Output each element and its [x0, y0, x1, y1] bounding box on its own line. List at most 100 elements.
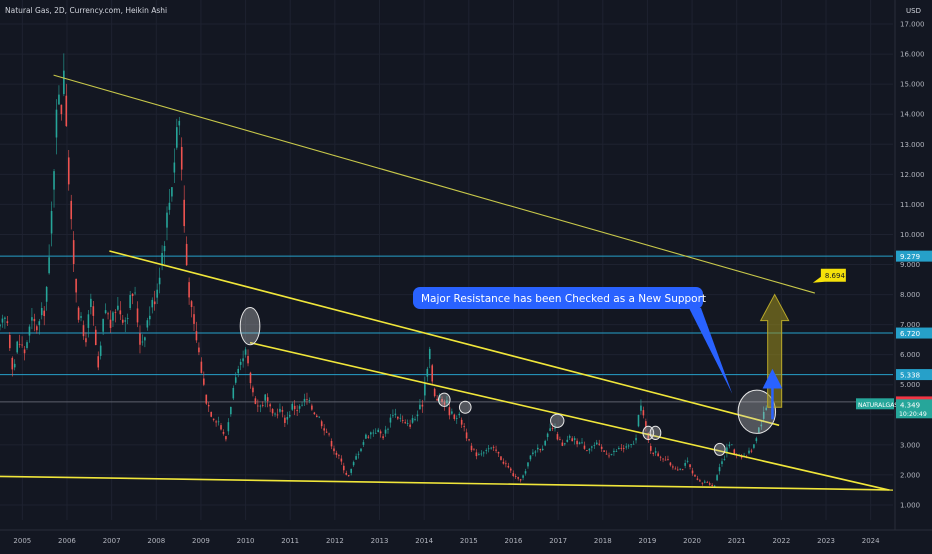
candle-body: [355, 456, 357, 460]
candle-body: [571, 438, 573, 442]
candle-body: [45, 286, 48, 302]
candle-body: [647, 433, 650, 441]
candle-body: [183, 199, 185, 227]
level-6720-badge-label: 6.720: [900, 330, 920, 338]
x-tick-label: 2006: [58, 537, 76, 545]
candle-body: [706, 481, 709, 483]
candle-body: [374, 432, 377, 434]
candle-body: [117, 305, 119, 310]
candle-body: [645, 421, 647, 427]
candle-body: [222, 431, 225, 434]
y-tick-label: 13.000: [900, 141, 925, 149]
candle-body: [171, 187, 173, 197]
candle-body: [126, 318, 129, 319]
bottom-support-line: [0, 475, 894, 491]
candle-body: [389, 417, 392, 423]
candle-body: [559, 439, 561, 441]
price-badge-value: 4.349: [900, 401, 920, 409]
target-label-badge: [812, 268, 846, 283]
candle-body: [215, 421, 217, 423]
candle-body: [372, 432, 375, 434]
candle-body: [38, 321, 41, 326]
candle-body: [669, 462, 672, 466]
candle-body: [379, 431, 382, 434]
candle-body: [502, 461, 505, 464]
y-tick-label: 8.000: [900, 291, 920, 299]
candle-body: [615, 451, 618, 452]
candle-body: [721, 461, 723, 464]
x-tick-label: 2023: [817, 537, 835, 545]
candle-body: [212, 418, 215, 420]
candle-body: [333, 448, 335, 452]
candle-body: [495, 449, 497, 451]
candle-body: [301, 404, 303, 406]
candle-body: [200, 361, 203, 373]
candle-body: [318, 416, 321, 418]
candle-body: [711, 485, 713, 487]
candle-body: [264, 394, 267, 401]
x-tick-label: 2020: [683, 537, 701, 545]
candle-body: [387, 428, 389, 430]
candle-body: [500, 456, 502, 460]
candle-body: [603, 450, 605, 452]
candle-body: [124, 320, 127, 322]
candle-body: [404, 422, 406, 424]
y-tick-label: 5.000: [900, 381, 920, 389]
candle-body: [139, 333, 141, 345]
candle-body: [55, 109, 58, 138]
candle-body: [718, 467, 721, 472]
candle-body: [524, 471, 527, 474]
candle-body: [458, 413, 461, 416]
candle-body: [149, 315, 151, 320]
candle-body: [416, 414, 419, 417]
x-tick-label: 2005: [13, 537, 31, 545]
candle-body: [613, 450, 615, 453]
candle-body: [296, 410, 298, 411]
candle-body: [92, 306, 95, 316]
candle-body: [237, 368, 240, 374]
symbol-badge-label: NATURALGAS: [858, 402, 898, 409]
candle-body: [762, 411, 765, 419]
x-tick-label: 2011: [281, 537, 299, 545]
candle-body: [568, 436, 571, 438]
candle-body: [195, 331, 198, 341]
candle-body: [109, 319, 112, 328]
candle-body: [532, 452, 534, 455]
candle-body: [188, 282, 190, 298]
candle-body: [16, 341, 18, 353]
highlight-circle: [239, 306, 261, 346]
candle-body: [31, 317, 33, 321]
candle-body: [426, 368, 429, 377]
candle-body: [674, 468, 677, 470]
candle-body: [225, 436, 227, 440]
candle-body: [0, 324, 1, 327]
candle-body: [50, 211, 53, 234]
candle-body: [151, 299, 154, 308]
candle-body: [463, 426, 465, 428]
candle-body: [293, 405, 296, 410]
candle-body: [362, 442, 365, 445]
candle-body: [622, 448, 625, 449]
candle-body: [53, 171, 55, 190]
candle-body: [561, 442, 564, 446]
candle-body: [60, 104, 63, 115]
y-tick-label: 6.000: [900, 351, 920, 359]
candle-body: [173, 162, 176, 173]
candle-body: [104, 310, 107, 314]
candle-body: [534, 451, 537, 453]
candle-body: [478, 454, 480, 455]
candle-body: [595, 442, 598, 445]
candle-body: [335, 452, 338, 455]
candle-body: [11, 357, 14, 370]
candle-body: [649, 446, 652, 451]
candle-body: [755, 438, 758, 442]
candle-body: [401, 419, 404, 421]
candle-body: [259, 405, 262, 407]
candle-body: [121, 319, 124, 323]
candle-body: [657, 453, 659, 457]
candle-body: [728, 444, 731, 447]
candle-body: [217, 421, 220, 423]
